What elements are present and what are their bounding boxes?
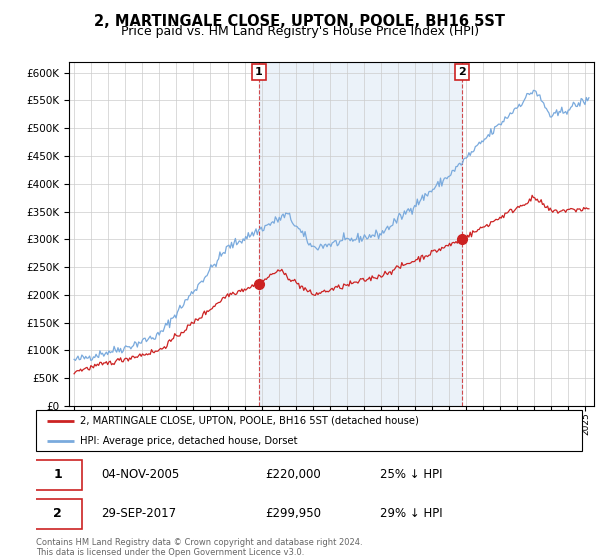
Text: 1: 1	[53, 468, 62, 481]
FancyBboxPatch shape	[36, 410, 582, 451]
Text: 2, MARTINGALE CLOSE, UPTON, POOLE, BH16 5ST: 2, MARTINGALE CLOSE, UPTON, POOLE, BH16 …	[95, 14, 505, 29]
Text: Contains HM Land Registry data © Crown copyright and database right 2024.
This d: Contains HM Land Registry data © Crown c…	[36, 538, 362, 557]
Text: 04-NOV-2005: 04-NOV-2005	[101, 468, 180, 481]
Text: 29-SEP-2017: 29-SEP-2017	[101, 507, 176, 520]
Text: 2: 2	[458, 67, 466, 77]
Text: 2: 2	[53, 507, 62, 520]
FancyBboxPatch shape	[33, 499, 82, 529]
FancyBboxPatch shape	[33, 460, 82, 489]
Text: 2, MARTINGALE CLOSE, UPTON, POOLE, BH16 5ST (detached house): 2, MARTINGALE CLOSE, UPTON, POOLE, BH16 …	[80, 416, 419, 426]
Text: Price paid vs. HM Land Registry's House Price Index (HPI): Price paid vs. HM Land Registry's House …	[121, 25, 479, 38]
Text: 25% ↓ HPI: 25% ↓ HPI	[380, 468, 442, 481]
Text: 1: 1	[255, 67, 263, 77]
Text: £220,000: £220,000	[265, 468, 321, 481]
Bar	[259, 62, 462, 406]
Text: 29% ↓ HPI: 29% ↓ HPI	[380, 507, 443, 520]
Text: HPI: Average price, detached house, Dorset: HPI: Average price, detached house, Dors…	[80, 436, 297, 446]
Text: £299,950: £299,950	[265, 507, 322, 520]
